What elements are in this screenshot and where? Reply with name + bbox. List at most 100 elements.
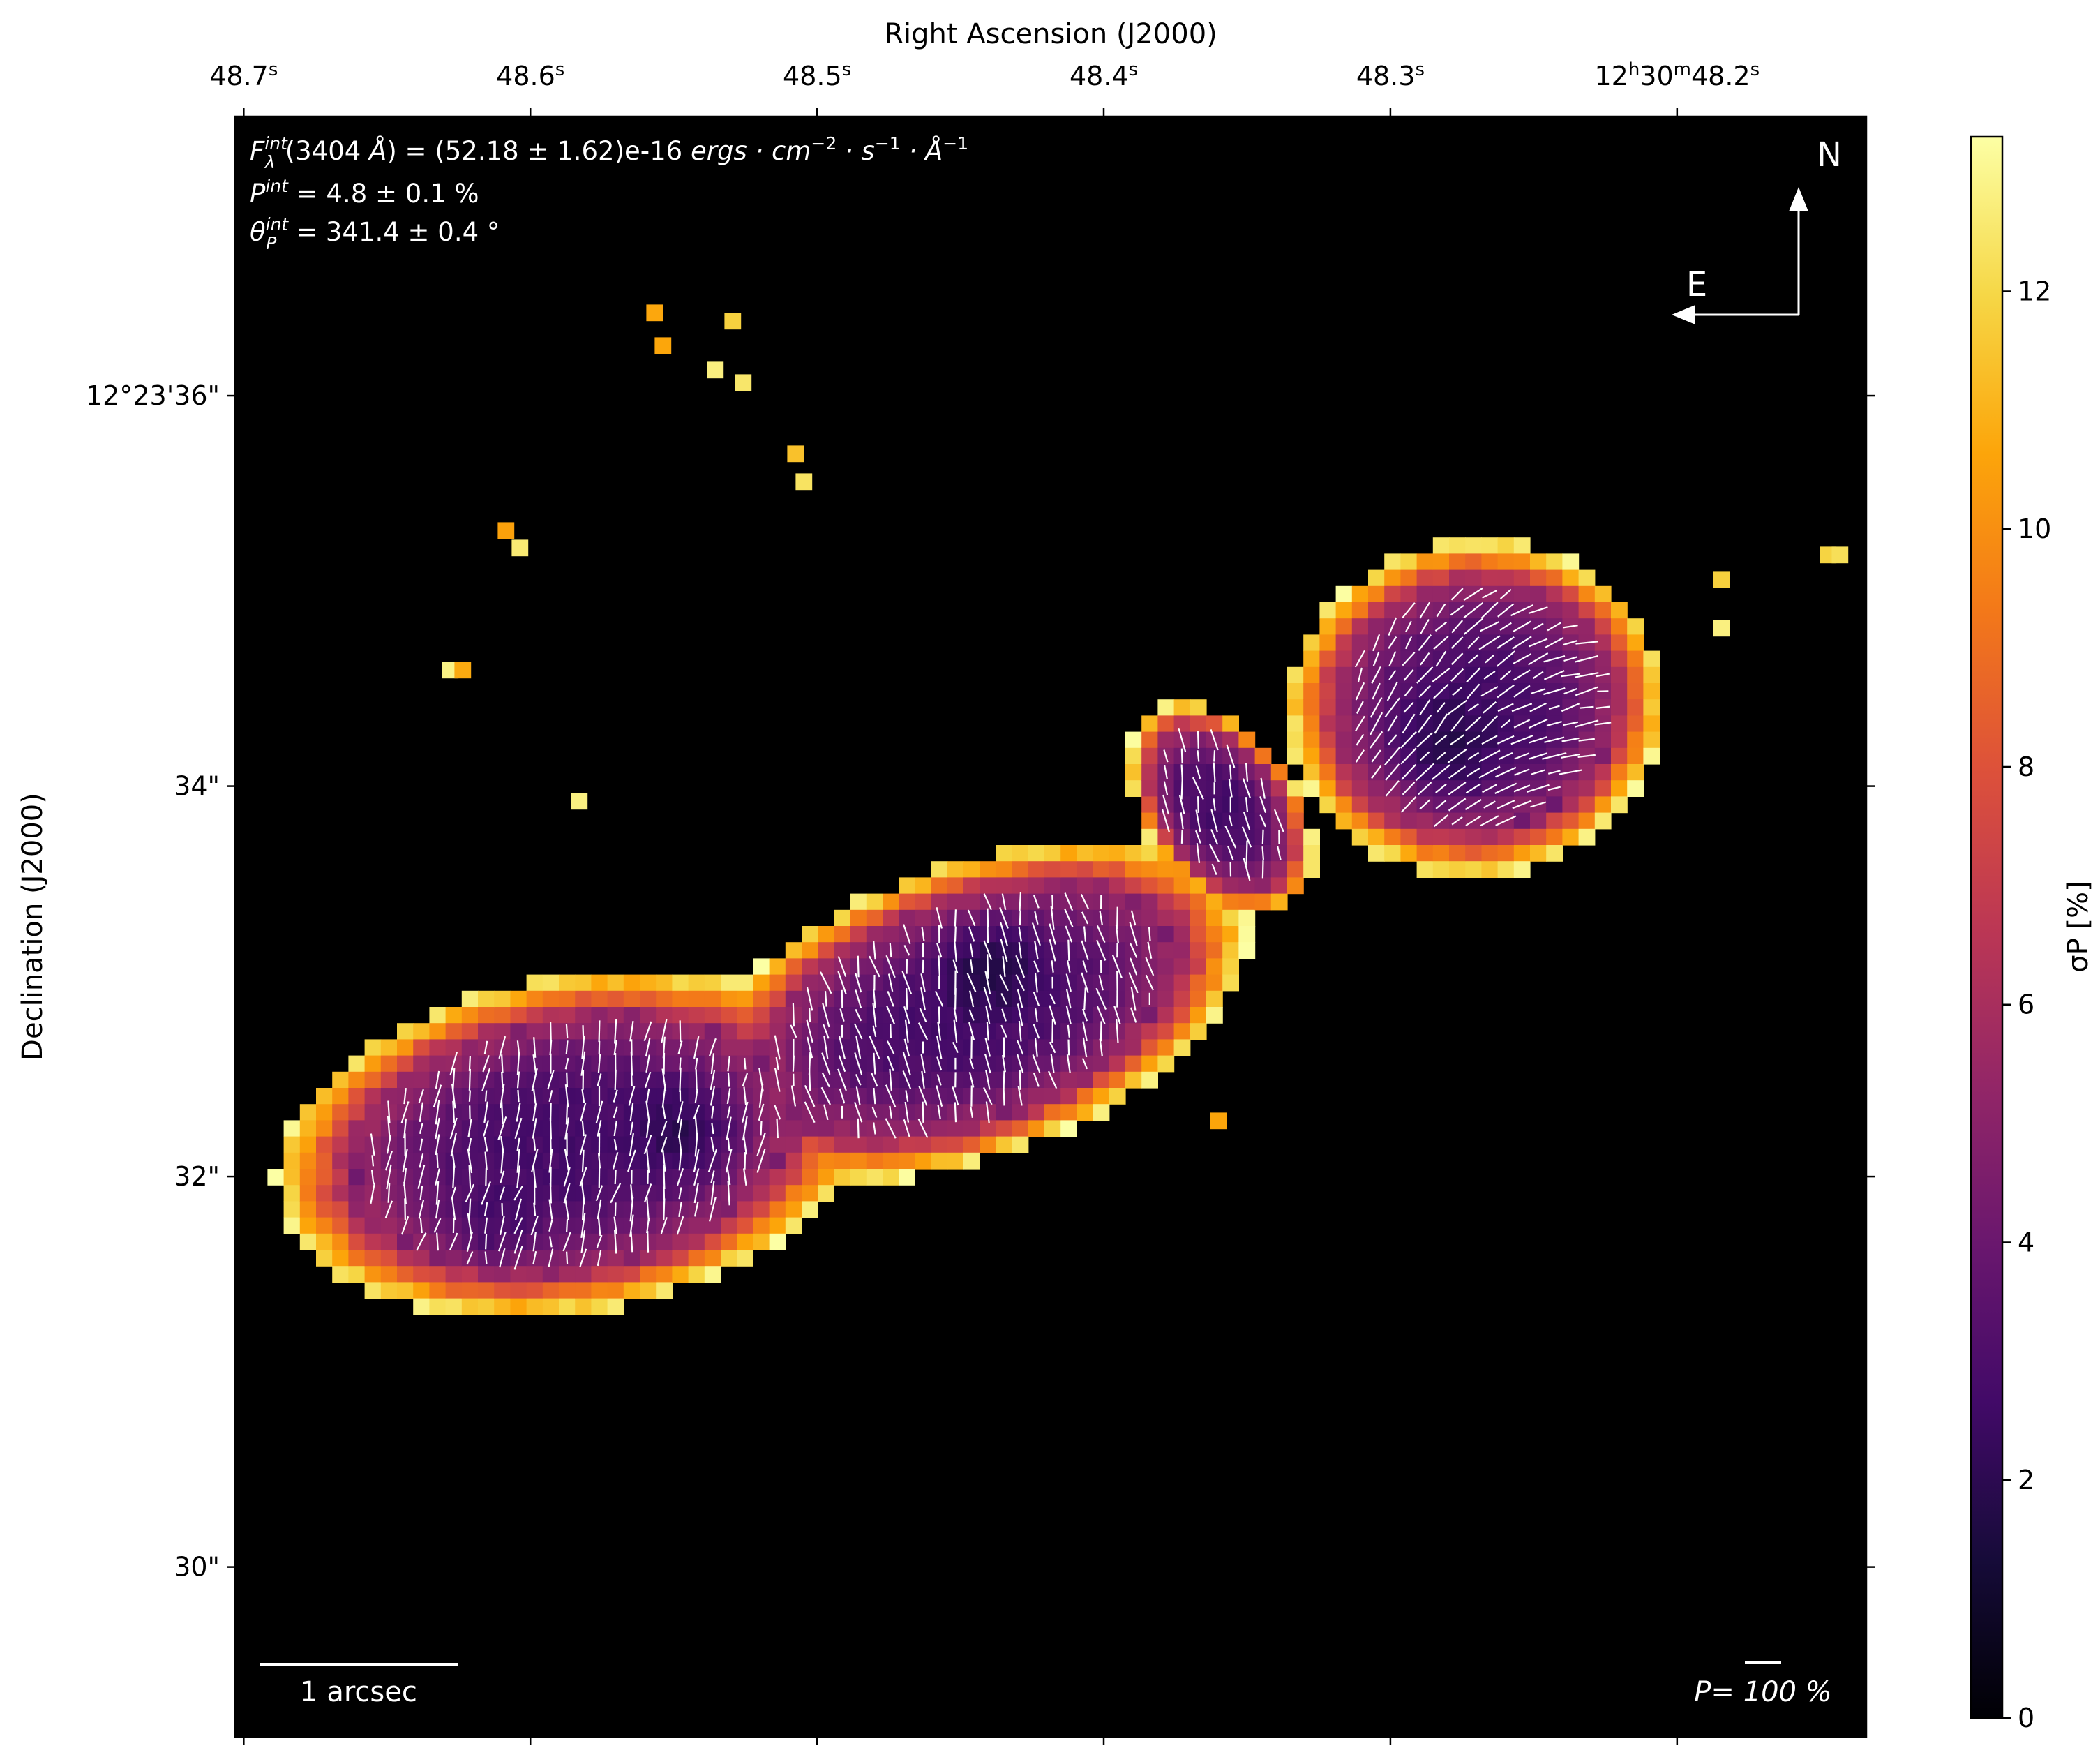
polarization-vector <box>1528 638 1548 648</box>
polarization-vector <box>952 1041 959 1054</box>
polarization-vector <box>548 1090 553 1103</box>
map-pixel <box>364 1266 382 1283</box>
polarization-vector <box>1370 712 1383 735</box>
polarization-vector <box>725 1149 733 1173</box>
polarization-vector <box>630 1073 633 1087</box>
map-pixel <box>1173 1007 1191 1024</box>
polarization-vector <box>466 1231 474 1252</box>
map-pixel <box>497 522 515 539</box>
polarization-vector <box>821 1072 830 1088</box>
polarization-vector <box>1513 685 1531 698</box>
polarization-vector <box>514 1117 523 1140</box>
map-pixel <box>461 990 479 1008</box>
map-pixel <box>963 893 980 911</box>
map-pixel <box>866 1136 883 1153</box>
map-pixel <box>1400 553 1418 571</box>
map-pixel <box>737 1217 753 1234</box>
map-pixel <box>785 942 802 959</box>
map-pixel <box>656 1250 673 1267</box>
polarization-vector <box>1180 830 1183 844</box>
polarization-vector <box>871 1106 878 1118</box>
polarization-vector <box>1178 795 1185 814</box>
map-pixel <box>1287 796 1304 814</box>
map-pixel <box>769 1152 786 1170</box>
map-pixel <box>1530 553 1547 571</box>
map-pixel <box>364 1055 382 1073</box>
map-pixel <box>1060 1104 1077 1121</box>
polarization-vector <box>402 1149 408 1173</box>
polarization-vector <box>872 1025 877 1038</box>
map-pixel <box>1173 990 1191 1008</box>
polarization-vector <box>695 1057 698 1070</box>
map-pixel <box>1432 569 1450 587</box>
map-pixel <box>704 1007 721 1024</box>
map-pixel <box>1643 747 1660 765</box>
polarization-vector <box>645 1038 651 1057</box>
map-pixel <box>1190 909 1207 927</box>
map-pixel <box>571 793 588 810</box>
polarization-vector <box>1480 602 1499 619</box>
polarization-vector <box>646 1218 650 1234</box>
polarization-vector <box>1420 619 1430 634</box>
map-pixel <box>348 1152 366 1170</box>
map-pixel <box>1077 877 1094 895</box>
map-pixel <box>1611 699 1628 716</box>
polarization-vector <box>726 1106 731 1119</box>
polarization-vector <box>726 1088 731 1105</box>
map-pixel <box>646 304 663 322</box>
map-pixel <box>526 1298 543 1315</box>
polarization-scale: P= 100 % <box>1694 1661 1832 1708</box>
map-pixel <box>1141 1023 1158 1040</box>
polarization-vector <box>838 1055 846 1073</box>
polarization-vector <box>643 1021 652 1042</box>
polarization-vector <box>1387 715 1398 732</box>
map-pixel <box>1351 634 1369 652</box>
polarization-vector <box>483 1040 488 1054</box>
map-pixel <box>915 909 932 927</box>
polarization-vector <box>985 1101 990 1123</box>
polarization-vector <box>1099 1038 1103 1056</box>
polarization-vector <box>743 1086 747 1105</box>
polarization-vector <box>901 971 913 994</box>
map-pixel <box>316 1120 333 1137</box>
polarization-vector <box>435 1100 440 1125</box>
map-pixel <box>1093 1104 1110 1121</box>
map-pixel <box>591 990 608 1008</box>
polarization-vector <box>921 1070 925 1089</box>
map-pixel <box>429 1007 447 1024</box>
map-pixel <box>1627 650 1644 668</box>
plot-frame <box>234 115 1868 1738</box>
polarization-vector <box>484 1151 488 1170</box>
polarization-vector <box>678 1202 682 1217</box>
polarization-vector <box>904 1019 909 1043</box>
polarization-vector <box>564 1117 570 1140</box>
map-pixel <box>899 877 915 895</box>
map-pixel <box>494 1007 511 1024</box>
map-pixel <box>737 1039 753 1056</box>
polarization-vector <box>1096 939 1107 961</box>
map-pixel <box>834 926 851 943</box>
polarization-vector <box>1544 636 1564 649</box>
polarization-vector <box>595 1100 603 1123</box>
map-pixel <box>1643 715 1660 733</box>
map-pixel <box>1594 618 1612 635</box>
map-pixel <box>1335 812 1353 830</box>
polarization-vector <box>1065 1006 1072 1024</box>
map-pixel <box>283 1185 301 1202</box>
map-pixel <box>866 926 883 943</box>
map-pixel <box>1335 650 1353 668</box>
map-pixel <box>1238 877 1256 895</box>
map-pixel <box>1497 569 1515 587</box>
polarization-vector <box>919 1008 927 1023</box>
map-pixel <box>348 1055 366 1073</box>
map-pixel <box>802 1152 818 1170</box>
map-pixel <box>818 1185 834 1202</box>
map-pixel <box>623 1282 640 1299</box>
polarization-vector <box>433 1084 442 1107</box>
polarization-vector <box>902 1051 911 1076</box>
polarization-vector <box>1405 620 1412 632</box>
polarization-vector <box>1384 746 1401 766</box>
polarization-vector <box>1419 799 1431 810</box>
map-pixel <box>1400 845 1418 862</box>
